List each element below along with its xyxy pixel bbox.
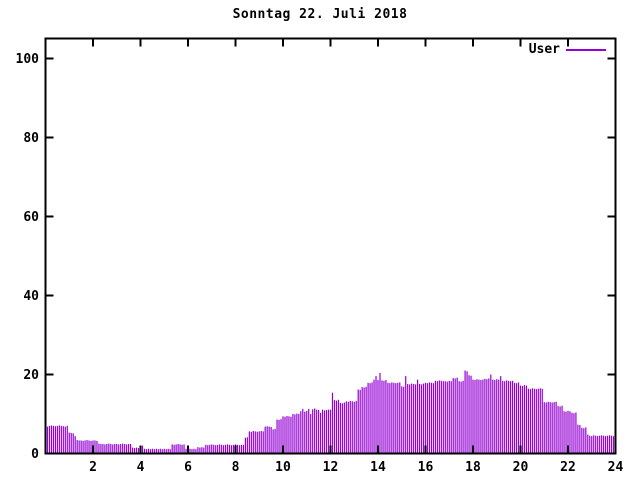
chart-title: Sonntag 22. Juli 2018 bbox=[232, 7, 408, 22]
y-axis-tick-label: 100 bbox=[16, 52, 40, 67]
x-axis-tick-label: 6 bbox=[184, 460, 192, 475]
x-axis-tick-label: 14 bbox=[370, 460, 386, 475]
x-axis-tick-label: 24 bbox=[608, 460, 624, 475]
y-axis-tick-label: 0 bbox=[31, 447, 39, 462]
x-axis-tick-label: 20 bbox=[513, 460, 529, 475]
y-axis-tick-label: 40 bbox=[23, 289, 39, 304]
x-axis-tick-label: 22 bbox=[560, 460, 576, 475]
legend-label: User bbox=[528, 42, 560, 57]
y-axis-tick-label: 20 bbox=[23, 368, 39, 383]
x-axis-tick-label: 10 bbox=[275, 460, 291, 475]
y-axis-tick-label: 60 bbox=[23, 210, 39, 225]
legend: User bbox=[470, 42, 610, 58]
y-axis-tick-label: 80 bbox=[23, 131, 39, 146]
legend-line-swatch bbox=[566, 49, 606, 51]
x-axis-tick-label: 16 bbox=[418, 460, 434, 475]
x-axis-tick-label: 2 bbox=[89, 460, 97, 475]
x-axis-tick-label: 18 bbox=[465, 460, 481, 475]
x-axis-tick-label: 12 bbox=[323, 460, 339, 475]
x-axis-tick-label: 8 bbox=[232, 460, 240, 475]
x-axis-tick-label: 4 bbox=[137, 460, 145, 475]
